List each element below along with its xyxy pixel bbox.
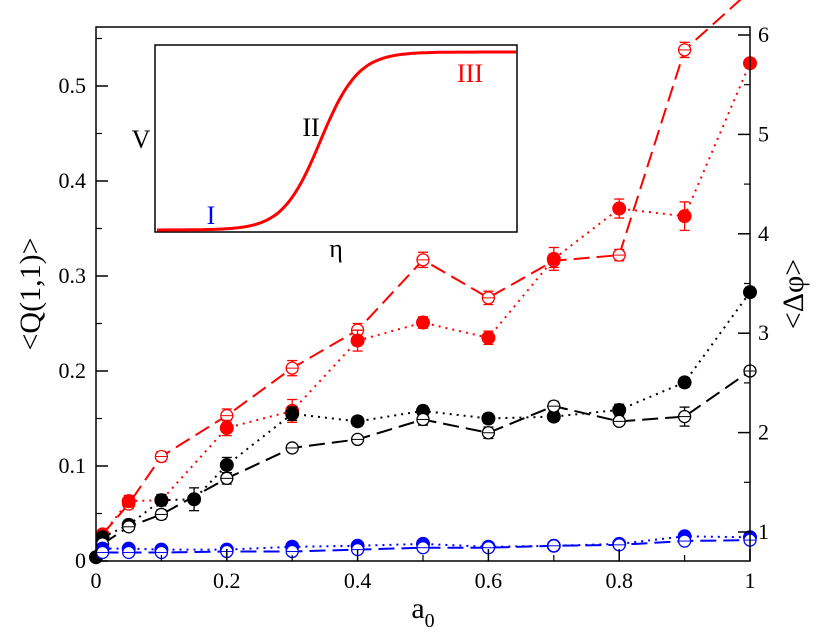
y-left-tick-label: 0.1 (59, 453, 87, 478)
data-point (350, 333, 365, 348)
y-right-tick-label: 3 (758, 320, 769, 345)
y-left-tick-label: 0 (75, 548, 86, 573)
inset-y-label: V (132, 125, 151, 154)
inset-x-label: η (329, 234, 343, 263)
series-red-filled (95, 56, 757, 542)
inset-region-label-i: I (207, 201, 216, 230)
inset-potential-curve (157, 50, 516, 232)
series-black-open (95, 364, 757, 551)
x-tick-label: 0.6 (475, 568, 503, 593)
data-point (416, 315, 430, 330)
series-line-red-open (101, 0, 742, 536)
y-right-tick-label: 2 (758, 420, 769, 445)
x-axis-ticks: 0 0.2 0.4 0.6 0.8 1 (91, 549, 756, 593)
data-point (350, 414, 365, 429)
series-black-filled (89, 285, 757, 565)
inset-frame (154, 44, 518, 233)
series-layer (89, 0, 757, 565)
y-axis-left-ticks: 0 0.1 0.2 0.3 0.4 0.5 (59, 37, 108, 573)
data-point (546, 251, 561, 266)
data-point (121, 494, 136, 509)
x-tick-label: 0.8 (605, 568, 633, 593)
y-right-tick-label: 4 (758, 221, 769, 246)
data-point (677, 209, 692, 224)
y-axis-right-ticks: 1 2 3 4 5 6 (738, 22, 769, 544)
data-point (612, 402, 627, 417)
series-line-black-open (101, 370, 751, 545)
data-point (481, 330, 496, 345)
x-axis-label-subscript: 0 (425, 610, 435, 632)
data-point (219, 458, 234, 473)
data-point (219, 421, 234, 435)
y-left-tick-label: 0.3 (59, 263, 87, 288)
x-tick-label: 0.2 (213, 568, 241, 593)
x-tick-label: 0 (91, 568, 102, 593)
y-right-tick-label: 6 (758, 22, 769, 47)
data-point (154, 493, 169, 508)
x-axis-label: a0 (411, 592, 434, 632)
y-left-tick-label: 0.4 (59, 168, 87, 193)
inset-region-label-iii: III (457, 59, 483, 88)
inset-chart: V η I II III (132, 44, 518, 263)
inset-region-label-ii: II (302, 113, 319, 142)
y-right-tick-label: 1 (758, 519, 769, 544)
data-point (612, 201, 627, 216)
y-left-tick-label: 0.5 (59, 73, 87, 98)
x-tick-label: 1 (745, 568, 756, 593)
y-axis-right-label: <Δφ> (777, 259, 810, 329)
series-line-blue-filled (102, 535, 751, 551)
x-axis-label-main: a (411, 592, 424, 625)
data-point (285, 406, 300, 421)
data-point (677, 375, 692, 390)
y-left-tick-label: 0.2 (59, 358, 87, 383)
y-right-tick-label: 5 (758, 121, 769, 146)
x-tick-label: 0.4 (344, 568, 372, 593)
y-axis-left-label: <Q(1,1)> (14, 238, 47, 351)
data-point (481, 411, 496, 426)
